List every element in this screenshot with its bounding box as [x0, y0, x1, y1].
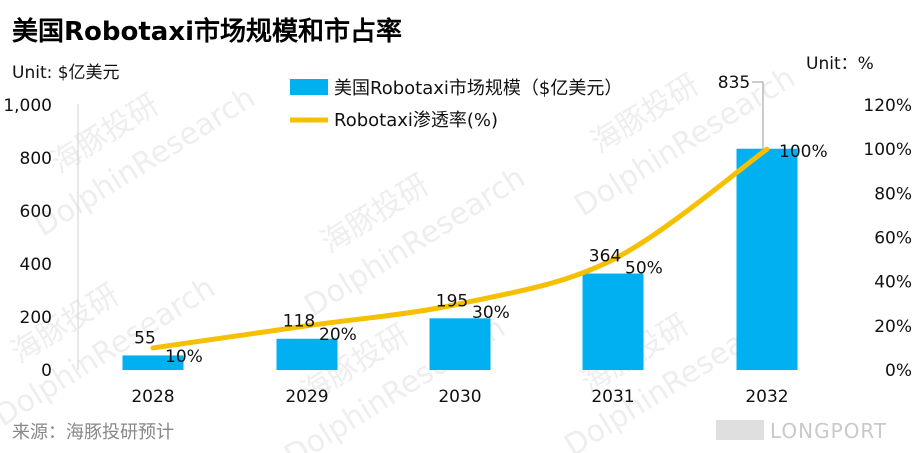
line-series [150, 146, 770, 351]
right-tick-label: 80% [874, 184, 912, 204]
x-tick-label: 2032 [745, 387, 788, 407]
bar-value-label: 55 [134, 328, 156, 348]
penetration-line [150, 146, 770, 351]
x-tick-label: 2031 [591, 387, 634, 407]
right-tick-label: 20% [874, 317, 912, 337]
x-axis-ticks: 2028 2029 2030 2031 2032 [131, 387, 788, 407]
bar [736, 148, 798, 370]
bar-value-label: 195 [436, 291, 468, 311]
brand-name: LONGPORT [770, 419, 887, 443]
line-value-label: 10% [165, 347, 203, 367]
left-tick-label: 1,000 [3, 96, 52, 116]
callout-leader-line [752, 81, 764, 149]
source-note: 来源：海豚投研预计 [12, 422, 174, 443]
x-tick-label: 2028 [131, 387, 174, 407]
x-tick-label: 2030 [438, 387, 481, 407]
left-tick-label: 800 [20, 149, 52, 169]
right-tick-label: 60% [874, 229, 912, 249]
bar-value-label: 835 [718, 73, 750, 93]
right-tick-label: 120% [863, 96, 912, 116]
legend-line-label: Robotaxi渗透率(%) [334, 110, 498, 131]
line-value-label: 20% [319, 325, 357, 345]
brand-logo-mark [716, 420, 764, 440]
right-tick-label: 40% [874, 273, 912, 293]
right-axis-ticks: 0% 20% 40% 60% 80% 100% 120% [863, 96, 912, 381]
bar [122, 355, 184, 370]
bar-series [122, 148, 798, 370]
legend-bar-swatch [290, 79, 328, 95]
x-tick-label: 2029 [285, 387, 328, 407]
bar-value-label: 118 [283, 312, 315, 332]
bar-value-label: 364 [589, 247, 621, 267]
line-value-label: 50% [625, 259, 663, 279]
bar-labels: 55 118 195 364 835 [134, 73, 750, 348]
line-value-label: 30% [472, 303, 510, 323]
left-unit-label: Unit: $亿美元 [12, 63, 120, 83]
left-tick-label: 600 [20, 202, 52, 222]
chart-title: 美国Robotaxi市场规模和市占率 [12, 16, 402, 47]
left-tick-label: 200 [20, 308, 52, 328]
left-tick-label: 400 [20, 255, 52, 275]
line-labels: 10% 20% 30% 50% 100% [165, 142, 828, 367]
right-tick-label: 0% [885, 361, 912, 381]
bar [582, 273, 644, 370]
legend-bar-label: 美国Robotaxi市场规模（$亿美元） [334, 78, 622, 99]
left-axis-ticks: 0 200 400 600 800 1,000 [3, 96, 52, 381]
right-tick-label: 100% [863, 140, 912, 160]
bar [429, 318, 491, 370]
line-value-label: 100% [779, 142, 828, 162]
left-tick-label: 0 [41, 361, 52, 381]
bar [276, 338, 338, 370]
right-unit-label: Unit：% [806, 54, 874, 74]
